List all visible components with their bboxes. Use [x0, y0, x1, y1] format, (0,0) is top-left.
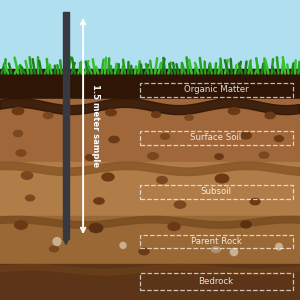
Text: 1.5 meter sample: 1.5 meter sample — [91, 84, 100, 168]
Bar — [63, 12, 69, 238]
Bar — [140, 83, 292, 97]
Ellipse shape — [215, 174, 229, 183]
Ellipse shape — [26, 195, 34, 201]
Ellipse shape — [250, 199, 260, 205]
Text: Bedrock: Bedrock — [198, 278, 234, 286]
Ellipse shape — [265, 112, 275, 119]
Ellipse shape — [259, 152, 269, 158]
Ellipse shape — [148, 153, 158, 159]
Ellipse shape — [16, 150, 26, 156]
Polygon shape — [63, 238, 69, 244]
Bar — [140, 273, 292, 290]
Text: Surface Soil: Surface Soil — [190, 134, 242, 142]
Bar — [0, 69, 300, 76]
Bar — [0, 99, 300, 162]
Ellipse shape — [109, 136, 119, 143]
Bar — [140, 131, 292, 145]
Ellipse shape — [106, 109, 116, 116]
Bar — [140, 185, 292, 199]
Ellipse shape — [212, 247, 220, 252]
Bar — [0, 216, 300, 264]
Ellipse shape — [174, 201, 186, 208]
Ellipse shape — [50, 246, 58, 252]
Bar — [0, 264, 300, 300]
Circle shape — [230, 248, 238, 256]
Ellipse shape — [185, 115, 193, 120]
Ellipse shape — [241, 132, 251, 139]
Bar — [0, 0, 300, 72]
Text: Organic Matter: Organic Matter — [184, 85, 248, 94]
Ellipse shape — [102, 173, 114, 181]
Ellipse shape — [85, 155, 94, 160]
Ellipse shape — [274, 136, 284, 141]
Ellipse shape — [168, 223, 180, 230]
Ellipse shape — [241, 221, 251, 228]
Ellipse shape — [15, 221, 27, 229]
Ellipse shape — [215, 154, 223, 159]
Ellipse shape — [43, 112, 53, 118]
Ellipse shape — [228, 108, 240, 115]
Ellipse shape — [152, 112, 160, 117]
Text: Subsoil: Subsoil — [200, 188, 232, 196]
Ellipse shape — [21, 172, 33, 179]
Ellipse shape — [12, 107, 24, 115]
Bar — [140, 235, 292, 248]
Circle shape — [53, 238, 61, 245]
Ellipse shape — [94, 198, 104, 204]
Ellipse shape — [139, 248, 149, 255]
Ellipse shape — [14, 130, 22, 136]
Circle shape — [276, 243, 282, 250]
Ellipse shape — [160, 134, 169, 139]
Text: Parent Rock: Parent Rock — [190, 237, 242, 246]
Ellipse shape — [89, 224, 103, 232]
Bar — [0, 162, 300, 216]
Bar — [0, 72, 300, 99]
Circle shape — [120, 242, 126, 248]
Ellipse shape — [157, 176, 167, 183]
